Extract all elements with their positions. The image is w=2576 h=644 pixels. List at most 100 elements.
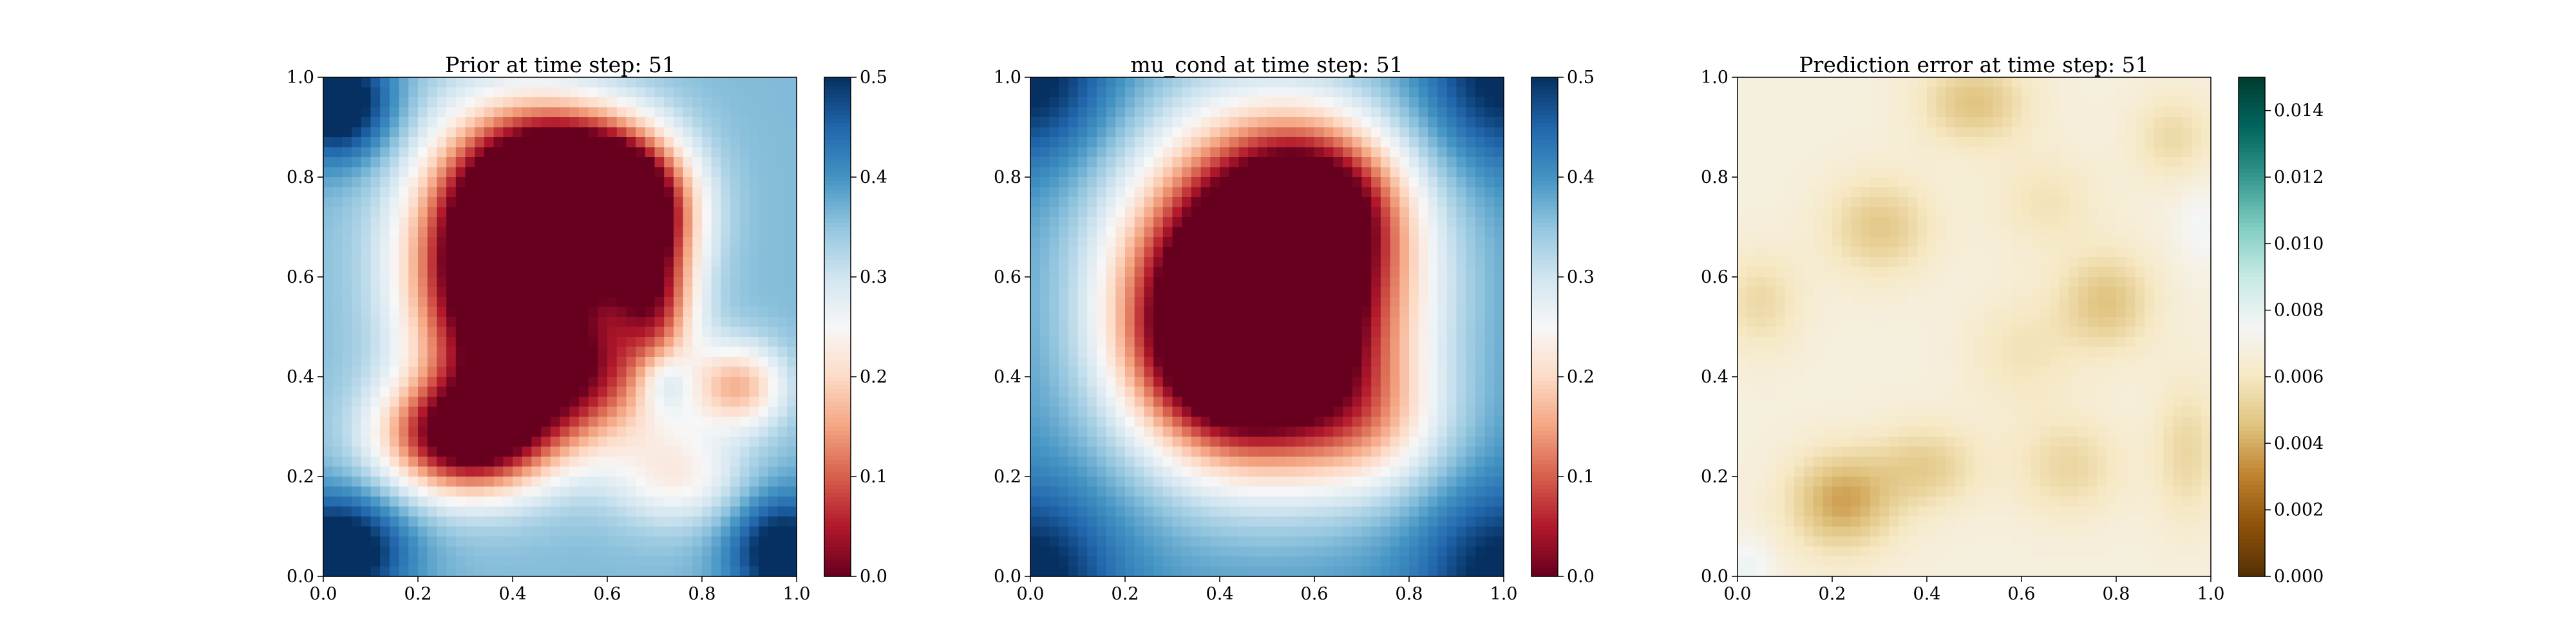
- heatmap-cell: [1267, 177, 1277, 188]
- heatmap-cell: [1162, 506, 1173, 517]
- heatmap-cell: [1248, 147, 1258, 158]
- heatmap-cell: [1352, 137, 1363, 148]
- heatmap-cell: [550, 197, 561, 208]
- heatmap-cell: [664, 187, 674, 198]
- heatmap-cell: [455, 147, 466, 158]
- colorbar-segment: [824, 518, 851, 523]
- heatmap-cell: [408, 287, 419, 298]
- heatmap-cell: [1125, 417, 1135, 428]
- heatmap-cell: [550, 237, 561, 248]
- heatmap-cell: [654, 457, 665, 468]
- heatmap-cell: [1428, 337, 1438, 348]
- heatmap-cell: [1125, 317, 1135, 328]
- heatmap-cell: [1371, 457, 1381, 468]
- heatmap-cell: [721, 297, 731, 308]
- heatmap-cell: [721, 526, 731, 537]
- heatmap-cell: [389, 187, 400, 198]
- heatmap-cell: [1314, 77, 1325, 88]
- heatmap-cell: [721, 207, 731, 218]
- heatmap-cell: [1134, 237, 1144, 248]
- heatmap-cell: [361, 77, 372, 88]
- heatmap-cell: [531, 297, 542, 308]
- heatmap-cell: [721, 247, 731, 258]
- heatmap-cell: [645, 267, 656, 278]
- heatmap-cell: [399, 457, 409, 468]
- heatmap-cell: [777, 197, 788, 208]
- heatmap-cell: [569, 257, 580, 268]
- heatmap-cell: [475, 157, 485, 168]
- heatmap-cell: [1390, 117, 1400, 128]
- heatmap-cell: [1456, 157, 1466, 168]
- heatmap-cell: [787, 377, 797, 388]
- heatmap-cell: [1106, 107, 1116, 118]
- heatmap-cell: [541, 506, 551, 517]
- heatmap-cell: [1172, 217, 1182, 228]
- heatmap-cell: [664, 217, 674, 228]
- heatmap-cell: [493, 546, 504, 557]
- heatmap-cell: [721, 377, 731, 388]
- heatmap-cell: [380, 197, 390, 208]
- heatmap-cell: [1257, 127, 1268, 138]
- heatmap-cell: [550, 477, 561, 488]
- heatmap-cell: [777, 267, 788, 278]
- heatmap-cell: [437, 247, 447, 258]
- heatmap-cell: [560, 207, 570, 218]
- heatmap-cell: [645, 417, 656, 428]
- heatmap-cell: [1220, 97, 1230, 108]
- heatmap-cell: [654, 357, 665, 368]
- heatmap-cell: [1314, 287, 1325, 298]
- heatmap-cell: [1238, 406, 1249, 417]
- heatmap-cell: [1182, 217, 1192, 228]
- heatmap-cell: [408, 157, 419, 168]
- heatmap-cell: [1361, 107, 1372, 118]
- heatmap-cell: [1153, 566, 1164, 577]
- heatmap-cell: [1049, 437, 1059, 448]
- colorbar-segment: [824, 506, 851, 511]
- heatmap-cell: [1162, 327, 1173, 337]
- heatmap-cell: [626, 277, 636, 288]
- heatmap-cell: [692, 217, 703, 228]
- heatmap-cell: [1134, 197, 1144, 208]
- heatmap-cell: [399, 117, 409, 128]
- heatmap-cell: [1390, 207, 1400, 218]
- heatmap-cell: [522, 386, 532, 397]
- heatmap-cell: [607, 177, 618, 188]
- heatmap-cell: [323, 147, 334, 158]
- heatmap-cell: [560, 137, 570, 148]
- heatmap-cell: [1323, 546, 1334, 557]
- heatmap-cell: [702, 217, 712, 228]
- heatmap-cell: [370, 516, 381, 527]
- heatmap-cell: [578, 317, 589, 328]
- heatmap-cell: [1144, 386, 1154, 397]
- heatmap-cell: [1343, 197, 1353, 208]
- heatmap-cell: [569, 167, 580, 178]
- heatmap-cell: [1399, 516, 1410, 527]
- heatmap-cell: [1285, 546, 1296, 557]
- heatmap-cell: [531, 207, 542, 218]
- heatmap-cell: [370, 127, 381, 138]
- heatmap-cell: [1361, 386, 1372, 397]
- heatmap-cell: [1333, 147, 1343, 158]
- heatmap-cell: [636, 277, 646, 288]
- heatmap-cell: [1049, 157, 1059, 168]
- heatmap-cell: [1096, 536, 1107, 547]
- heatmap-cell: [513, 346, 523, 357]
- heatmap-cell: [1285, 187, 1296, 198]
- heatmap-cell: [427, 437, 437, 448]
- heatmap-cell: [1134, 177, 1144, 188]
- heatmap-cell: [408, 446, 419, 457]
- heatmap-cell: [1077, 377, 1088, 388]
- heatmap-cell: [1144, 137, 1154, 148]
- heatmap-cell: [1172, 406, 1182, 417]
- heatmap-cell: [560, 506, 570, 517]
- colorbar-segment: [824, 330, 851, 336]
- heatmap-cell: [759, 307, 769, 317]
- heatmap-cell: [455, 137, 466, 148]
- heatmap-cell: [673, 177, 684, 188]
- heatmap-cell: [1399, 177, 1410, 188]
- heatmap-cell: [550, 457, 561, 468]
- heatmap-cell: [493, 357, 504, 368]
- heatmap-cell: [1380, 357, 1391, 368]
- heatmap-cell: [1144, 366, 1154, 377]
- heatmap-cell: [1077, 257, 1088, 268]
